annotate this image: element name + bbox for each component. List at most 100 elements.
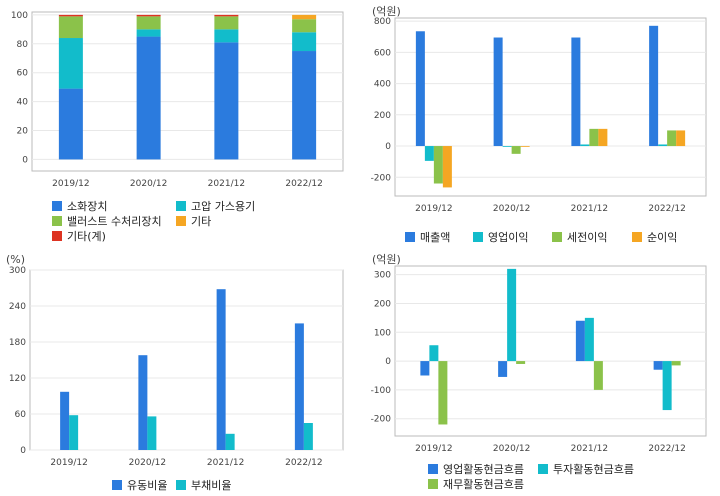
y-tick-label: 600 xyxy=(374,48,391,58)
bar xyxy=(511,146,521,154)
bar xyxy=(516,361,526,364)
legend-swatch xyxy=(473,232,483,242)
legend-label: 부채비율 xyxy=(191,479,232,492)
legend-item-income-1[interactable]: 영업이익 xyxy=(473,229,528,245)
legend-item-cashflow-0[interactable]: 영업활동현금흐름 xyxy=(428,461,524,477)
legend-label: 매출액 xyxy=(420,231,451,244)
income-legend: 매출액 영업이익 세전이익 순이익 xyxy=(405,229,715,245)
y-tick-label: 40 xyxy=(17,98,29,108)
bar xyxy=(653,361,663,370)
legend-item-composition-2[interactable]: 밸러스트 수처리장치 xyxy=(52,213,162,229)
bar xyxy=(424,146,434,161)
bar xyxy=(667,130,677,147)
legend-item-cashflow-2[interactable]: 재무활동현금흐름 xyxy=(428,476,524,492)
x-tick-label: 2019/12 xyxy=(50,458,87,468)
ratio-unit-label: (%) xyxy=(6,253,26,266)
legend-label: 기타 xyxy=(191,215,212,228)
legend-label: 기타(계) xyxy=(67,230,106,243)
plot-area xyxy=(31,11,344,172)
y-tick-label: 800 xyxy=(374,17,391,27)
cashflow-legend: 영업활동현금흐름 투자활동현금흐름 재무활동현금흐름 xyxy=(428,461,708,493)
bar xyxy=(292,14,317,20)
legend-item-composition-0[interactable]: 소화장치 xyxy=(52,198,107,214)
y-tick-label: 20 xyxy=(17,127,29,137)
cashflow-unit-label: (억원) xyxy=(372,253,401,266)
x-tick-label: 2020/12 xyxy=(130,179,167,189)
bar xyxy=(649,25,659,147)
cashflow-chart-panel: (억원) -200 -100 0 100 200 300 2019/12 2020/12 202… xyxy=(360,248,720,496)
y-tick-label: 300 xyxy=(374,271,391,281)
bar xyxy=(58,38,83,89)
bar xyxy=(420,361,430,376)
y-tick-label: 300 xyxy=(9,266,26,276)
legend-item-ratios-0[interactable]: 유동비율 xyxy=(112,477,167,493)
y-tick-label: 240 xyxy=(9,302,26,312)
y-tick-label: 200 xyxy=(374,299,391,309)
legend-swatch xyxy=(52,216,62,226)
y-tick-label: -100 xyxy=(371,386,392,396)
bar xyxy=(58,88,83,160)
legend-swatch xyxy=(632,232,642,242)
y-tick-label: 60 xyxy=(15,410,27,420)
y-tick-label: 400 xyxy=(374,80,391,90)
legend-label: 고압 가스용기 xyxy=(191,200,256,213)
legend-swatch xyxy=(176,216,186,226)
bar xyxy=(294,323,304,450)
legend-item-composition-3[interactable]: 기타 xyxy=(176,213,211,229)
legend-item-income-2[interactable]: 세전이익 xyxy=(552,229,607,245)
legend-item-composition-1[interactable]: 고압 가스용기 xyxy=(176,198,255,214)
legend-swatch xyxy=(176,201,186,211)
bar xyxy=(575,320,585,362)
bar xyxy=(147,416,157,450)
bar xyxy=(58,16,83,39)
bar xyxy=(216,289,226,450)
legend-item-composition-4[interactable]: 기타(계) xyxy=(52,228,106,244)
cashflow-chart: -200 -100 0 100 200 300 2019/12 2020/12 2021/12 2… xyxy=(371,265,707,454)
bar xyxy=(225,433,235,450)
x-tick-label: 2021/12 xyxy=(571,444,608,454)
x-tick-label: 2021/12 xyxy=(207,458,244,468)
bar xyxy=(671,361,681,366)
y-tick-label: 0 xyxy=(385,142,391,152)
legend-item-ratios-1[interactable]: 부채비율 xyxy=(176,477,231,493)
bar xyxy=(303,423,313,450)
x-tick-label: 2020/12 xyxy=(493,204,530,214)
bar xyxy=(676,130,686,147)
y-tick-label: 180 xyxy=(9,338,26,348)
bar xyxy=(214,14,239,17)
y-tick-label: 60 xyxy=(17,69,29,79)
legend-label: 유동비율 xyxy=(127,479,168,492)
x-tick-label: 2022/12 xyxy=(648,444,685,454)
legend-swatch xyxy=(428,464,438,474)
bar xyxy=(415,31,425,147)
bar xyxy=(136,16,161,30)
x-tick-label: 2020/12 xyxy=(129,458,166,468)
x-tick-label: 2019/12 xyxy=(415,444,452,454)
y-tick-label: -200 xyxy=(371,415,392,425)
composition-chart: 0 20 40 60 80 100 2019/12 2020/12 2021/12 2022/12 xyxy=(11,11,344,189)
legend-swatch xyxy=(52,231,62,241)
legend-item-income-3[interactable]: 순이익 xyxy=(632,229,677,245)
y-tick-label: 0 xyxy=(22,155,28,165)
legend-swatch xyxy=(552,232,562,242)
bar xyxy=(214,42,239,160)
legend-label: 투자활동현금흐름 xyxy=(553,463,634,476)
legend-item-cashflow-1[interactable]: 투자활동현금흐름 xyxy=(538,461,634,477)
y-tick-label: 100 xyxy=(11,11,28,21)
ratio-legend: 유동비율 부채비율 xyxy=(112,477,312,493)
y-tick-label: 100 xyxy=(374,328,391,338)
bar xyxy=(136,36,161,160)
y-tick-label: 0 xyxy=(20,446,26,456)
legend-swatch xyxy=(538,464,548,474)
y-tick-label: 0 xyxy=(385,357,391,367)
x-tick-label: 2019/12 xyxy=(52,179,89,189)
bar xyxy=(442,146,452,188)
y-tick-label: -200 xyxy=(371,173,392,183)
bar xyxy=(433,146,443,184)
x-tick-label: 2022/12 xyxy=(285,458,322,468)
legend-item-income-0[interactable]: 매출액 xyxy=(405,229,450,245)
x-tick-label: 2022/12 xyxy=(648,204,685,214)
plot-area xyxy=(29,269,344,451)
income-chart: -200 0 200 400 600 800 2019/12 2020/12 2021/12 20… xyxy=(371,17,707,214)
bar xyxy=(580,144,590,147)
